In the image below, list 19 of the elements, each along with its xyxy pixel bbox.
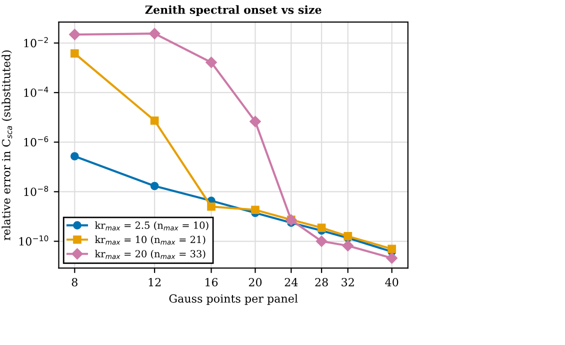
- chart-title: Zenith spectral onset vs size: [145, 5, 322, 16]
- y-axis-title: relative error in C$_{sca}$ (substituted): [2, 50, 12, 240]
- x-tick-label: 8: [72, 278, 78, 286]
- y-tick-label: 10$^{−8}$: [24, 186, 48, 196]
- legend-label: kr$_{max}$ = 20 (n$_{max}$ = 33): [95, 250, 206, 259]
- x-tick-label: 28: [315, 278, 328, 286]
- legend-label: kr$_{max}$ = 2.5 (n$_{max}$ = 10): [95, 221, 208, 230]
- y-tick-label: 10$^{−6}$: [24, 136, 48, 146]
- x-tick-label: 16: [206, 278, 218, 286]
- y-tick-label: 10$^{−2}$: [24, 37, 48, 48]
- x-tick-label: 32: [342, 278, 354, 286]
- x-tick-label: 12: [148, 278, 161, 286]
- legend-label: kr$_{max}$ = 10 (n$_{max}$ = 21): [95, 236, 206, 245]
- y-tick-label: 10$^{−10}$: [19, 235, 48, 246]
- x-tick-label: 20: [248, 278, 262, 286]
- x-tick-label: 40: [385, 278, 398, 286]
- y-tick-label: 10$^{−4}$: [24, 86, 48, 97]
- x-axis-title: Gauss points per panel: [169, 294, 298, 305]
- x-tick-label: 24: [284, 278, 298, 286]
